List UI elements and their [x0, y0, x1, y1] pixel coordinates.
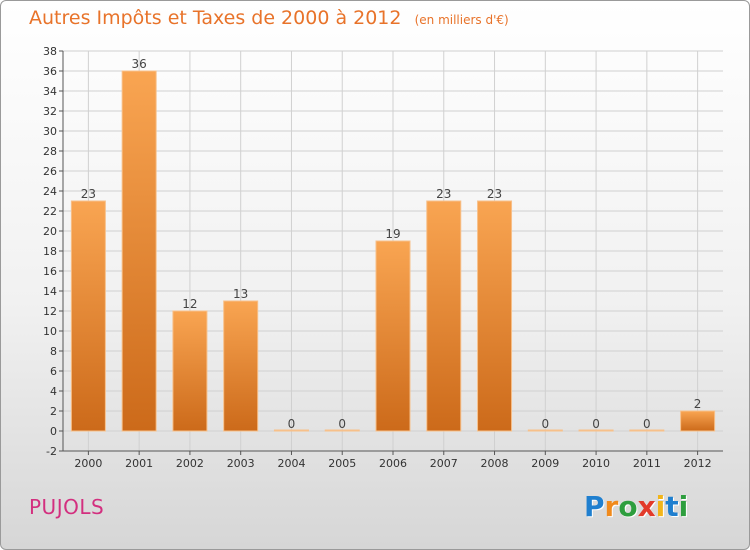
value-label-2009: 0: [541, 417, 549, 431]
bars: [70, 70, 716, 432]
brand-letter: P: [584, 490, 605, 523]
bar-2007: [426, 200, 462, 432]
x-tick-label-2004: 2004: [277, 457, 305, 470]
x-tick-label-2001: 2001: [125, 457, 153, 470]
y-tick-label: 12: [43, 305, 57, 318]
y-tick-label: 22: [43, 205, 57, 218]
bar-2003: [223, 300, 259, 432]
bar-2008: [477, 200, 513, 432]
value-label-2001: 36: [132, 57, 147, 71]
y-tick-label: 38: [43, 45, 57, 58]
value-label-2003: 13: [233, 287, 248, 301]
brand-letter: i: [655, 490, 666, 523]
value-label-2004: 0: [288, 417, 296, 431]
bar-2011: [629, 429, 665, 432]
y-tick-label: 26: [43, 165, 57, 178]
bar-2004: [273, 429, 309, 432]
bar-2000: [70, 200, 106, 432]
brand-letter: r: [604, 490, 619, 523]
x-tick-label-2010: 2010: [582, 457, 610, 470]
y-tick-label: 14: [43, 285, 57, 298]
x-tick-label-2002: 2002: [176, 457, 204, 470]
x-tick-label-2005: 2005: [328, 457, 356, 470]
y-tick-label: 0: [50, 425, 57, 438]
y-tick-label: 10: [43, 325, 57, 338]
chart-title: Autres Impôts et Taxes de 2000 à 2012: [29, 7, 402, 29]
value-label-2010: 0: [592, 417, 600, 431]
bar-2010: [578, 429, 614, 432]
value-label-2008: 23: [487, 187, 502, 201]
y-tick-label: 34: [43, 85, 57, 98]
bar-2006: [375, 240, 411, 432]
y-tick-label: -2: [46, 445, 57, 458]
x-tick-label-2003: 2003: [227, 457, 255, 470]
value-label-2000: 23: [81, 187, 96, 201]
bar-2012: [680, 410, 716, 432]
x-tick-label-2000: 2000: [74, 457, 102, 470]
value-label-2005: 0: [338, 417, 346, 431]
y-tick-label: 18: [43, 245, 57, 258]
brand-letter: o: [618, 490, 638, 523]
value-label-2006: 19: [385, 227, 400, 241]
bar-2009: [527, 429, 563, 432]
y-tick-label: 6: [50, 365, 57, 378]
y-tick-label: 32: [43, 105, 57, 118]
value-label-2012: 2: [694, 397, 702, 411]
bar-2005: [324, 429, 360, 432]
brand-letter: x: [637, 490, 656, 523]
x-tick-label-2009: 2009: [531, 457, 559, 470]
chart-unit-note: (en milliers d'€): [414, 13, 509, 27]
x-tick-label-2011: 2011: [633, 457, 661, 470]
bar-2001: [121, 70, 157, 432]
brand-letter: i: [678, 490, 689, 523]
y-tick-label: 28: [43, 145, 57, 158]
value-label-2007: 23: [436, 187, 451, 201]
y-tick-label: 24: [43, 185, 57, 198]
brand-letter: t: [665, 490, 679, 523]
x-tick-label-2007: 2007: [430, 457, 458, 470]
brand-logo: Proxiti: [584, 490, 688, 523]
chart-title-line: Autres Impôts et Taxes de 2000 à 2012 (e…: [29, 7, 509, 29]
y-tick-label: 36: [43, 65, 57, 78]
axes: [59, 50, 723, 455]
y-tick-label: 30: [43, 125, 57, 138]
y-tick-label: 8: [50, 345, 57, 358]
value-label-2011: 0: [643, 417, 651, 431]
place-name: PUJOLS: [29, 495, 105, 519]
y-tick-label: 16: [43, 265, 57, 278]
bar-2002: [172, 310, 208, 432]
labels: -202468101214161820222426283032343638232…: [43, 45, 712, 470]
value-label-2002: 12: [182, 297, 197, 311]
y-tick-label: 2: [50, 405, 57, 418]
x-tick-label-2012: 2012: [684, 457, 712, 470]
y-tick-label: 20: [43, 225, 57, 238]
y-tick-label: 4: [50, 385, 57, 398]
x-tick-label-2006: 2006: [379, 457, 407, 470]
x-tick-label-2008: 2008: [481, 457, 509, 470]
